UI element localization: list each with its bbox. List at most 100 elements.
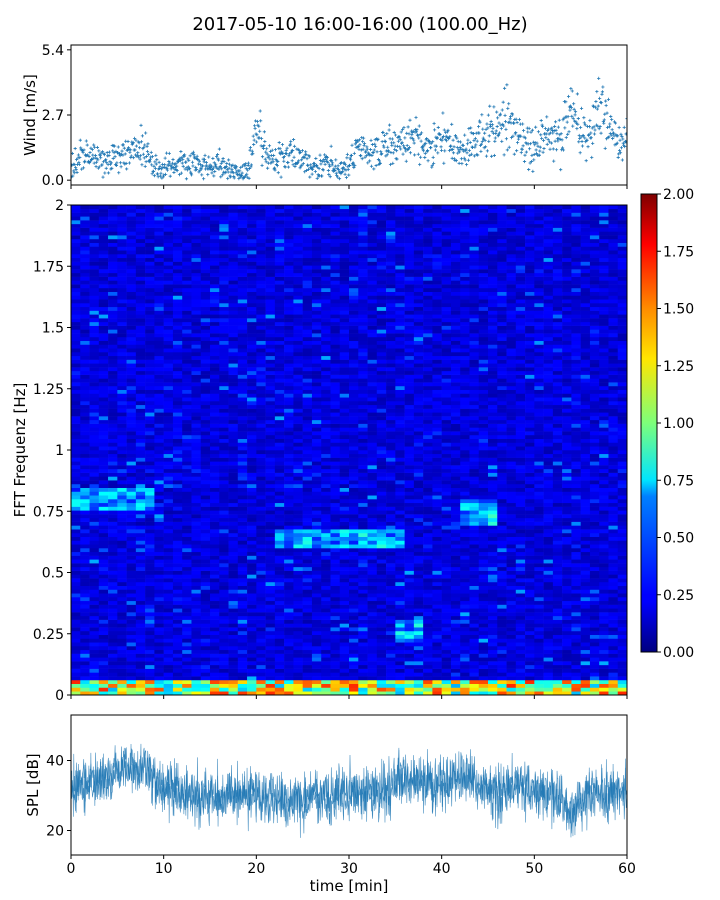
spectrogram-cell xyxy=(293,593,303,598)
spectrogram-cell xyxy=(386,585,396,590)
wind-marker xyxy=(430,165,434,169)
spectrogram-cell xyxy=(219,540,229,545)
spectrogram-cell xyxy=(71,472,81,477)
spectrogram-cell xyxy=(200,506,211,511)
spectrogram-cell xyxy=(237,480,248,485)
wind-marker xyxy=(96,158,100,162)
spectrogram-cell xyxy=(172,691,183,696)
spectrogram-cell xyxy=(450,461,461,466)
spectrogram-cell xyxy=(330,551,341,556)
wind-marker xyxy=(312,161,317,166)
spectrogram-cell xyxy=(302,570,313,575)
wind-marker xyxy=(471,132,476,136)
spectrogram-cell xyxy=(339,457,350,462)
spectrogram-cell xyxy=(562,679,572,684)
spectrogram-cell xyxy=(339,649,350,654)
spectrogram-cell xyxy=(478,646,489,651)
spectrogram-cell xyxy=(404,548,415,553)
wind-marker xyxy=(618,138,622,142)
spectrogram-cell xyxy=(339,532,350,537)
spectrogram-cell xyxy=(358,457,368,462)
spectrogram-cell xyxy=(571,581,581,586)
wind-marker xyxy=(603,112,607,116)
wind-marker xyxy=(209,164,214,168)
wind-marker xyxy=(255,133,259,137)
spectrogram-cell xyxy=(80,487,90,492)
spectrogram-cell xyxy=(413,536,424,541)
spectrogram-cell xyxy=(367,604,378,609)
spectrogram-cell xyxy=(478,487,489,492)
spectrogram-cell xyxy=(321,480,331,485)
spectrogram-cell xyxy=(469,480,480,485)
spectrogram-cell xyxy=(367,487,378,492)
wind-marker xyxy=(579,135,583,139)
wind-marker xyxy=(500,139,504,143)
wind-marker xyxy=(369,138,373,142)
wind-marker xyxy=(591,141,595,146)
wind-marker xyxy=(395,157,399,161)
wind-marker xyxy=(575,126,579,131)
spectrogram-cell xyxy=(228,499,239,504)
spectrogram-cell xyxy=(311,495,322,500)
spectrogram-cell xyxy=(460,551,470,556)
spectrogram-cell xyxy=(163,661,174,666)
spectrogram-cell xyxy=(154,679,164,684)
spectrogram-cell xyxy=(256,661,266,666)
spectrogram-cell xyxy=(617,627,628,632)
spectrogram-cell xyxy=(562,548,572,553)
spectrogram-cell xyxy=(80,630,90,635)
spectrogram-cell xyxy=(145,548,155,553)
spectrogram-cell xyxy=(311,630,322,635)
spectrogram-cell xyxy=(311,589,322,594)
spectrogram-cell xyxy=(515,532,526,537)
spectrogram-cell xyxy=(460,555,470,560)
spectrogram-cell xyxy=(302,544,313,549)
spectrogram-cell xyxy=(98,548,109,553)
spectrogram-cell xyxy=(450,649,461,654)
wind-marker xyxy=(298,166,302,170)
spectrogram-cell xyxy=(367,600,378,605)
spectrogram-cell xyxy=(265,619,276,624)
spectrogram-cell xyxy=(617,465,628,470)
spectrogram-cell xyxy=(376,529,387,534)
spectrogram-cell xyxy=(302,683,313,688)
spectrogram-cell xyxy=(386,532,396,537)
spectrogram-cell xyxy=(515,672,526,677)
spectrogram-cell xyxy=(108,657,118,662)
spectrogram-cell xyxy=(284,664,294,669)
spectrogram-cell xyxy=(80,536,90,541)
spectrogram-cell xyxy=(265,491,276,496)
spectrogram-cell xyxy=(552,619,563,624)
wind-marker xyxy=(279,175,283,179)
spectrogram-cell xyxy=(562,461,572,466)
spectrogram-cell xyxy=(117,683,127,688)
spectrogram-cell xyxy=(506,691,517,696)
spectrogram-cell xyxy=(460,483,470,488)
spectrogram-cell xyxy=(293,683,303,688)
spectrogram-cell xyxy=(145,499,155,504)
wind-marker xyxy=(397,135,401,139)
spectrogram-cell xyxy=(126,627,137,632)
wind-marker xyxy=(543,126,547,131)
spectrogram-cell xyxy=(311,502,322,507)
spectrogram-cell xyxy=(200,638,211,643)
spectrogram-cell xyxy=(571,487,581,492)
spectrogram-cell xyxy=(163,642,174,647)
wind-marker xyxy=(342,167,346,171)
spectrogram-cell xyxy=(534,499,544,504)
wind-marker xyxy=(590,126,594,130)
wind-marker xyxy=(432,128,437,132)
spectrogram-cell xyxy=(469,548,480,553)
spectrogram-cell xyxy=(293,491,303,496)
spectrogram-cell xyxy=(126,646,137,651)
spectrogram-cell xyxy=(543,540,554,545)
spectrogram-cell xyxy=(386,540,396,545)
spectrogram-cell xyxy=(515,683,526,688)
wind-marker xyxy=(602,121,606,125)
spectrogram-cell xyxy=(191,574,202,579)
spectrogram-cell xyxy=(256,630,266,635)
spectrogram-cell xyxy=(89,634,100,639)
spectrogram-cell xyxy=(525,506,535,511)
wind-marker xyxy=(515,120,519,125)
spectrogram-cell xyxy=(404,683,415,688)
